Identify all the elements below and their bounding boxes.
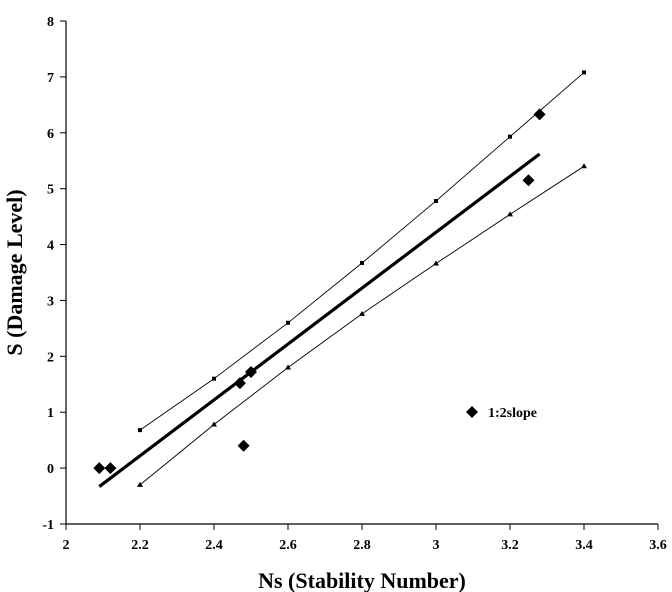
x-tick-label: 2.8: [353, 538, 371, 553]
series-0: [93, 108, 546, 475]
regression-line: [98, 152, 541, 488]
plot-area: [93, 70, 587, 488]
y-axis-ticks: -1 0 1 2 3 4 5 6 7 8: [42, 15, 66, 533]
data-point: [507, 211, 513, 217]
bound-line: [139, 165, 585, 486]
legend-marker: [466, 406, 478, 418]
data-point: [137, 481, 143, 487]
data-point: [286, 320, 290, 325]
x-tick-label: 3.4: [575, 538, 593, 553]
data-point: [434, 198, 438, 203]
y-tick-label: 3: [47, 294, 54, 309]
data-point: [360, 260, 364, 265]
data-point: [237, 439, 250, 452]
series-3: [137, 163, 587, 487]
x-axis-ticks: 2 2.2 2.4 2.6 2.8 3 3.2 3.4 3.6: [63, 524, 667, 553]
series-1: [98, 152, 541, 488]
legend: 1:2slope: [466, 406, 537, 421]
data-point: [233, 377, 246, 390]
x-tick-label: 3.6: [649, 538, 667, 553]
data-point: [138, 428, 142, 433]
data-point: [508, 134, 512, 139]
data-point: [581, 163, 587, 169]
y-tick-label: 6: [47, 127, 54, 142]
y-tick-label: 0: [47, 462, 54, 477]
x-tick-label: 2: [63, 538, 70, 553]
data-point: [582, 70, 586, 75]
data-point: [533, 108, 546, 121]
bound-line: [139, 72, 585, 431]
y-tick-label: 5: [47, 183, 54, 198]
series-2: [138, 70, 586, 433]
data-point: [211, 421, 217, 427]
y-tick-label: 7: [47, 71, 54, 86]
y-tick-label: 4: [47, 239, 54, 254]
x-tick-label: 2.4: [205, 538, 223, 553]
data-point: [433, 260, 439, 266]
x-tick-label: 3: [433, 538, 440, 553]
data-point: [359, 310, 365, 316]
y-tick-label: 8: [47, 15, 54, 30]
y-axis-title: S (Damage Level): [2, 189, 27, 355]
x-tick-label: 2.6: [279, 538, 297, 553]
y-tick-label: 2: [47, 350, 54, 365]
data-point: [93, 462, 106, 475]
data-point: [522, 174, 535, 187]
axes: [65, 21, 658, 525]
data-point: [212, 376, 216, 381]
x-tick-label: 3.2: [501, 538, 519, 553]
x-tick-label: 2.2: [131, 538, 149, 553]
legend-label: 1:2slope: [488, 406, 537, 421]
y-tick-label: 1: [47, 406, 54, 421]
x-axis-title: Ns (Stability Number): [258, 568, 466, 592]
y-tick-label: -1: [42, 518, 54, 533]
data-point: [285, 364, 291, 370]
data-point: [104, 462, 117, 475]
